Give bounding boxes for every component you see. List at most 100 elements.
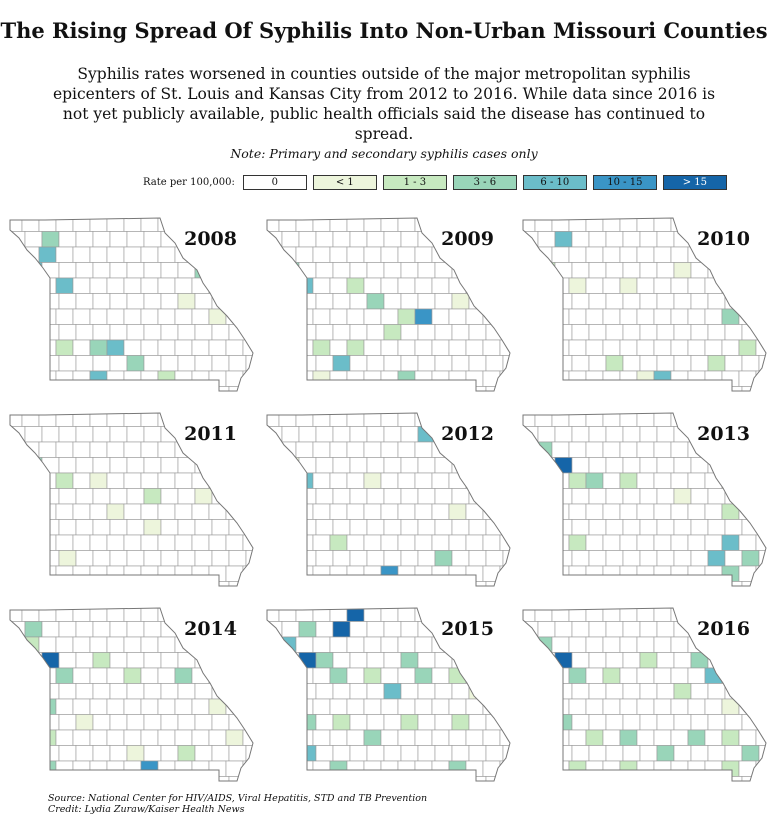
county bbox=[537, 355, 556, 372]
county bbox=[349, 683, 368, 700]
county bbox=[177, 550, 196, 567]
county bbox=[349, 776, 368, 781]
county bbox=[588, 714, 607, 731]
county bbox=[639, 231, 658, 248]
county bbox=[267, 503, 280, 520]
county bbox=[636, 277, 655, 294]
county bbox=[24, 426, 43, 443]
county bbox=[349, 355, 368, 372]
county bbox=[10, 472, 23, 489]
county bbox=[605, 683, 624, 700]
county bbox=[55, 218, 74, 232]
county bbox=[75, 745, 94, 762]
county bbox=[741, 488, 760, 505]
county bbox=[208, 760, 227, 777]
county bbox=[619, 698, 638, 715]
county bbox=[89, 729, 108, 746]
county bbox=[89, 441, 108, 458]
legend-swatch: 3 - 6 bbox=[452, 175, 517, 190]
county bbox=[451, 776, 470, 781]
county bbox=[21, 218, 40, 232]
county bbox=[140, 246, 159, 263]
county bbox=[41, 581, 60, 586]
county bbox=[670, 667, 689, 684]
county bbox=[298, 231, 317, 248]
county bbox=[123, 729, 142, 746]
county bbox=[523, 581, 539, 586]
county bbox=[349, 550, 368, 567]
county bbox=[690, 714, 709, 731]
county bbox=[160, 293, 179, 310]
county bbox=[245, 652, 253, 669]
county bbox=[157, 760, 176, 777]
county bbox=[571, 488, 590, 505]
county bbox=[465, 729, 484, 746]
county bbox=[174, 370, 193, 387]
county bbox=[673, 745, 692, 762]
county bbox=[523, 621, 539, 638]
county bbox=[639, 386, 658, 391]
county bbox=[431, 277, 450, 294]
county bbox=[670, 636, 689, 653]
county bbox=[126, 293, 145, 310]
county bbox=[690, 488, 709, 505]
county bbox=[499, 608, 510, 622]
county bbox=[315, 426, 334, 443]
county bbox=[38, 760, 57, 777]
county bbox=[92, 488, 111, 505]
county bbox=[568, 565, 587, 582]
county bbox=[738, 698, 757, 715]
county bbox=[140, 370, 159, 387]
county bbox=[605, 324, 624, 341]
county bbox=[123, 277, 142, 294]
county bbox=[363, 246, 382, 263]
county bbox=[380, 636, 399, 653]
county bbox=[468, 355, 487, 372]
county bbox=[670, 339, 689, 356]
county bbox=[622, 386, 641, 391]
county bbox=[568, 246, 587, 263]
county bbox=[75, 262, 94, 279]
county bbox=[380, 667, 399, 684]
county bbox=[126, 386, 145, 391]
county bbox=[10, 550, 26, 567]
county bbox=[499, 441, 510, 458]
county bbox=[414, 760, 433, 777]
county bbox=[329, 308, 348, 325]
county bbox=[72, 636, 91, 653]
county bbox=[523, 636, 536, 653]
county bbox=[451, 745, 470, 762]
county bbox=[687, 370, 706, 387]
county bbox=[160, 488, 179, 505]
county bbox=[636, 308, 655, 325]
county bbox=[89, 277, 108, 294]
county bbox=[670, 472, 689, 489]
county bbox=[21, 472, 40, 489]
county bbox=[383, 426, 402, 443]
county bbox=[707, 488, 726, 505]
county bbox=[55, 698, 74, 715]
county bbox=[568, 608, 587, 622]
county bbox=[636, 246, 655, 263]
county bbox=[755, 246, 766, 263]
county bbox=[383, 581, 402, 586]
county bbox=[332, 621, 351, 638]
county bbox=[366, 488, 385, 505]
county bbox=[741, 293, 760, 310]
county bbox=[38, 441, 57, 458]
county bbox=[245, 683, 253, 700]
county bbox=[267, 472, 280, 489]
county bbox=[534, 339, 553, 356]
county bbox=[755, 667, 766, 684]
county bbox=[523, 534, 536, 551]
county bbox=[75, 714, 94, 731]
county bbox=[278, 370, 297, 387]
county bbox=[10, 534, 23, 551]
county bbox=[109, 550, 128, 567]
county bbox=[315, 488, 334, 505]
county bbox=[346, 608, 365, 622]
county bbox=[160, 550, 179, 567]
county bbox=[380, 729, 399, 746]
county bbox=[690, 355, 709, 372]
county bbox=[721, 277, 740, 294]
